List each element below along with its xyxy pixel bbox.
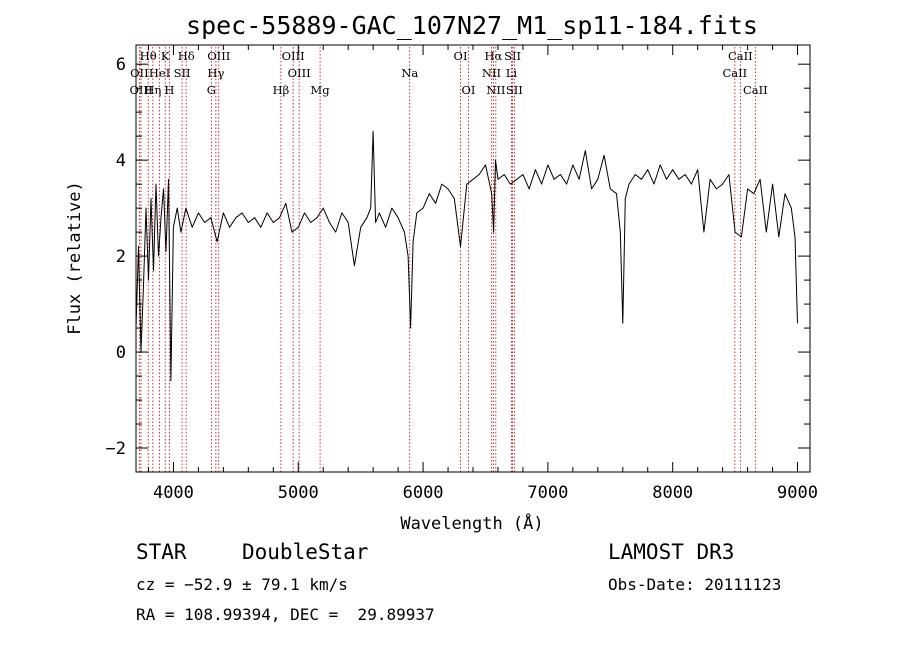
spectrum-line-0 xyxy=(135,130,798,382)
spectral-line-label: H xyxy=(164,83,174,97)
spectral-line-label: NII xyxy=(482,66,501,80)
spectral-line-label: SII xyxy=(174,66,191,80)
spectral-line-label: CaII xyxy=(743,83,768,97)
spectral-line-label: CaII xyxy=(722,66,747,80)
x-tick-label: 6000 xyxy=(403,483,444,503)
x-tick-label: 7000 xyxy=(527,483,568,503)
x-tick-label: 5000 xyxy=(278,483,319,503)
spectral-line-label: SII xyxy=(504,49,521,63)
y-tick-label: −2 xyxy=(106,439,126,459)
spectral-line-label: HeI xyxy=(149,66,170,80)
spectral-line-label: OIII xyxy=(207,49,230,63)
x-axis-ticks: 4000 5000 6000 7000 8000 9000 xyxy=(147,45,818,503)
spectral-line-label: Hγ xyxy=(207,66,224,80)
spectral-line-label: OII xyxy=(130,66,149,80)
spectral-line-label: Hθ xyxy=(140,49,157,63)
spectral-line-label: K xyxy=(161,49,170,63)
chart-title: spec-55889-GAC_107N27_M1_sp11-184.fits xyxy=(186,11,758,40)
object-subclass: DoubleStar xyxy=(242,540,369,564)
spectral-line-label: NII xyxy=(486,83,505,97)
spectral-line-label: Hα xyxy=(484,49,502,63)
spectrum-series xyxy=(135,130,798,382)
spectral-line-label: OI xyxy=(462,83,476,97)
spectral-line-label: Li xyxy=(506,66,518,80)
spectral-line-label: CaII xyxy=(728,49,753,63)
y-tick-label: 0 xyxy=(116,343,126,363)
spectral-line-label: OIII xyxy=(282,49,305,63)
coordinates: RA = 108.99394, DEC = 29.89937 xyxy=(136,605,435,624)
x-tick-label: 8000 xyxy=(652,483,693,503)
y-tick-label: 2 xyxy=(116,247,126,267)
x-tick-label: 9000 xyxy=(777,483,818,503)
redshift-value: cz = −52.9 ± 79.1 km/s xyxy=(136,575,348,594)
spectral-line-label: Hη xyxy=(144,83,161,97)
survey-name: LAMOST DR3 xyxy=(608,540,735,564)
y-tick-label: 6 xyxy=(116,55,126,75)
observation-date: Obs-Date: 20111123 xyxy=(608,575,782,594)
spectral-line-label: Hδ xyxy=(178,49,195,63)
y-axis-title: Flux (relative) xyxy=(65,181,85,335)
y-tick-label: 4 xyxy=(116,151,126,171)
x-axis-title: Wavelength (Å) xyxy=(400,512,543,534)
spectral-line-label: G xyxy=(207,83,216,97)
spectral-line-label: Na xyxy=(401,66,418,80)
plot-frame xyxy=(135,44,811,473)
spectral-line-label: Mg xyxy=(311,83,331,97)
object-class: STAR xyxy=(136,540,187,564)
spectral-line-label: OIII xyxy=(129,83,152,97)
spectral-line-label: Hβ xyxy=(273,83,290,97)
spectral-line-label: SII xyxy=(506,83,523,97)
spectral-line-label: OIII xyxy=(288,66,311,80)
x-tick-label: 4000 xyxy=(153,483,194,503)
spectral-line-label: OI xyxy=(454,49,468,63)
y-axis-ticks: −2 0 2 4 6 xyxy=(106,55,810,459)
